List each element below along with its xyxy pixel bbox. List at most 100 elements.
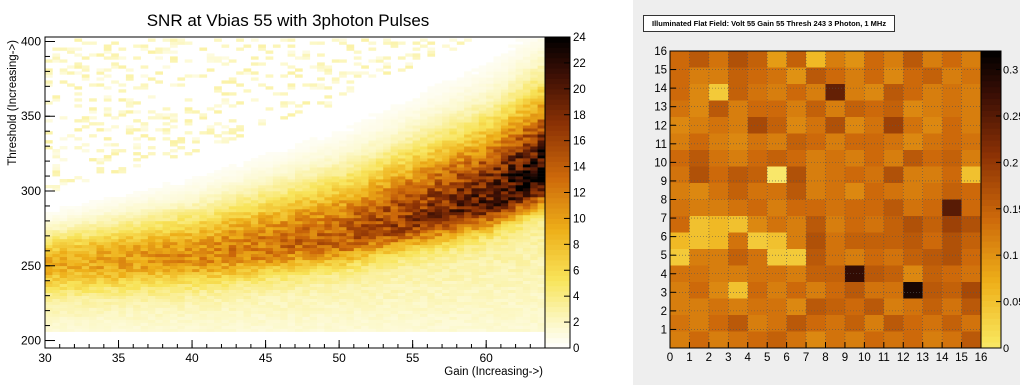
heatmap-cell: [273, 314, 281, 317]
heatmap-cell: [52, 185, 60, 188]
heatmap-cell: [111, 326, 119, 329]
heatmap-cell: [457, 230, 465, 233]
heatmap-cell: [89, 248, 97, 251]
heatmap-cell: [177, 224, 185, 227]
heatmap-cell: [155, 212, 163, 215]
heatmap-cell: [486, 161, 494, 164]
heatmap-cell: [236, 329, 244, 332]
heatmap-cell: [302, 179, 310, 182]
heatmap-cell: [177, 326, 185, 329]
heatmap-cell: [494, 173, 502, 176]
heatmap-cell: [479, 227, 487, 230]
heatmap-cell: [302, 224, 310, 227]
heatmap-cell: [119, 197, 127, 200]
heatmap-cell: [449, 323, 457, 326]
heatmap-cell: [361, 197, 369, 200]
heatmap-cell: [361, 125, 369, 128]
heatmap-cell: [141, 224, 149, 227]
heatmap-cell: [369, 48, 377, 51]
heatmap-cell: [251, 176, 259, 179]
heatmap-cell: [222, 227, 230, 230]
heatmap-cell: [420, 146, 428, 149]
heatmap-cell: [494, 302, 502, 305]
heatmap-cell: [508, 245, 516, 248]
heatmap-cell: [449, 170, 457, 173]
heatmap-cell: [501, 185, 509, 188]
heatmap-cell: [413, 53, 421, 56]
heatmap-cell: [317, 263, 325, 266]
heatmap-cell: [361, 308, 369, 311]
heatmap-cell: [427, 110, 435, 113]
heatmap-cell: [538, 39, 546, 42]
heatmap-cell: [486, 299, 494, 302]
heatmap-cell: [427, 125, 435, 128]
heatmap-cell: [141, 269, 149, 272]
heatmap-cell: [52, 239, 60, 242]
heatmap-cell: [413, 197, 421, 200]
heatmap-cell: [280, 326, 288, 329]
heatmap-cell: [295, 251, 303, 254]
heatmap-cell: [310, 218, 318, 221]
heatmap-cell: [376, 59, 384, 62]
heatmap-cell: [435, 182, 443, 185]
heatmap-cell: [508, 152, 516, 155]
heatmap-cell: [74, 293, 82, 296]
heatmap-cell: [523, 143, 531, 146]
heatmap-cell: [376, 311, 384, 314]
heatmap-cell: [97, 224, 105, 227]
heatmap-cell: [89, 98, 97, 101]
heatmap-cell: [494, 272, 502, 275]
heatmap-cell: [288, 317, 296, 320]
heatmap-cell: [405, 248, 413, 251]
heatmap-cell: [354, 143, 362, 146]
heatmap-cell: [457, 329, 465, 332]
heatmap-cell: [501, 296, 509, 299]
heatmap-cell: [258, 218, 266, 221]
heatmap-cell: [74, 71, 82, 74]
color-tick-label: 10: [573, 213, 586, 225]
heatmap-cell: [523, 48, 531, 51]
heatmap-cell: [538, 323, 546, 326]
heatmap-cell: [214, 179, 222, 182]
heatmap-cell: [52, 233, 60, 236]
heatmap-cell: [530, 263, 538, 266]
heatmap-cell: [369, 179, 377, 182]
heatmap-cell: [273, 188, 281, 191]
heatmap-cell: [479, 314, 487, 317]
heatmap-cell: [251, 197, 259, 200]
heatmap-cell: [486, 275, 494, 278]
heatmap-cell: [427, 254, 435, 257]
heatmap-cell: [464, 311, 472, 314]
heatmap-cell: [229, 185, 237, 188]
heatmap-cell: [266, 203, 274, 206]
heatmap-cell: [310, 233, 318, 236]
heatmap-cell: [141, 122, 149, 125]
heatmap-cell: [266, 191, 274, 194]
heatmap-cell: [119, 290, 127, 293]
heatmap-cell: [266, 233, 274, 236]
heatmap-cell: [538, 122, 546, 125]
heatmap-cell: [369, 329, 377, 332]
heatmap-cell: [89, 302, 97, 305]
heatmap-cell: [361, 39, 369, 42]
heatmap-cell: [288, 188, 296, 191]
heatmap-cell: [486, 326, 494, 329]
heatmap-cell: [413, 116, 421, 119]
heatmap-cell: [52, 290, 60, 293]
heatmap-cell: [376, 230, 384, 233]
heatmap-cell: [74, 242, 82, 245]
heatmap-cell: [427, 260, 435, 263]
heatmap-cell: [310, 185, 318, 188]
heatmap-cell: [361, 230, 369, 233]
heatmap-cell: [141, 263, 149, 266]
heatmap-cell: [163, 329, 171, 332]
heatmap-cell: [317, 269, 325, 272]
heatmap-cell: [486, 233, 494, 236]
heatmap-cell: [244, 242, 252, 245]
heatmap-cell: [405, 146, 413, 149]
heatmap-cell: [192, 137, 200, 140]
heatmap-cell: [119, 230, 127, 233]
heatmap-cell: [347, 137, 355, 140]
heatmap-cell: [199, 299, 207, 302]
heatmap-cell: [148, 281, 156, 284]
